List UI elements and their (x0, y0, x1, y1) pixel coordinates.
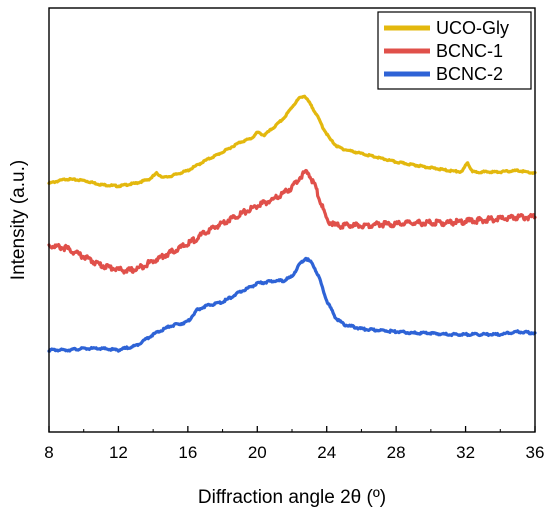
series-line-bcnc-2 (47, 256, 537, 353)
series-line-uco-gly (47, 94, 537, 189)
x-tick-label: 32 (456, 443, 475, 462)
x-tick-label: 36 (526, 443, 545, 462)
x-tick-label: 24 (317, 443, 336, 462)
x-tick-label: 28 (387, 443, 406, 462)
x-axis: 8 12 16 20 24 28 32 36 (44, 426, 544, 462)
series-line-bcnc-1 (47, 168, 537, 275)
x-tick-label: 12 (109, 443, 128, 462)
y-axis-label: Intensity (a.u.) (8, 160, 29, 280)
x-axis-label: Diffraction angle 2θ (º) (198, 487, 386, 508)
series-layer (47, 94, 537, 353)
legend-label: BCNC-1 (436, 41, 503, 61)
x-tick-label: 8 (44, 443, 53, 462)
legend: UCO-Gly BCNC-1 BCNC-2 (377, 11, 532, 90)
x-tick-label: 16 (178, 443, 197, 462)
legend-label: BCNC-2 (436, 64, 503, 84)
x-tick-label: 20 (248, 443, 267, 462)
legend-label: UCO-Gly (436, 18, 509, 38)
